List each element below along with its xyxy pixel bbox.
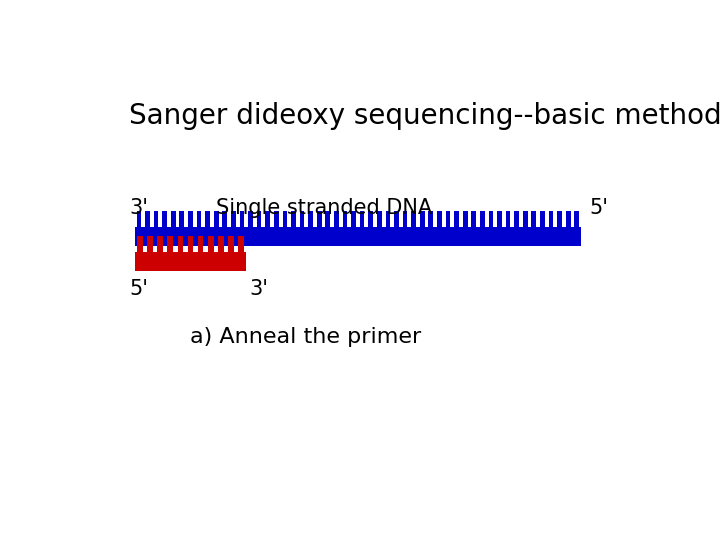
Bar (566, 211, 570, 227)
Bar (154, 211, 158, 227)
Bar (179, 211, 184, 227)
Bar (385, 211, 390, 227)
Text: Single stranded DNA: Single stranded DNA (216, 198, 433, 218)
Bar (369, 211, 373, 227)
Bar (167, 236, 173, 252)
Text: Sanger dideoxy sequencing--basic method: Sanger dideoxy sequencing--basic method (129, 102, 720, 130)
Bar (240, 211, 244, 227)
Bar (549, 211, 554, 227)
Bar (402, 211, 408, 227)
Bar (437, 211, 442, 227)
Bar (531, 211, 536, 227)
Bar (334, 211, 338, 227)
Bar (497, 211, 502, 227)
Bar (171, 211, 176, 227)
Bar (411, 211, 416, 227)
Bar (317, 211, 322, 227)
Bar (266, 211, 270, 227)
Bar (360, 211, 364, 227)
Bar (300, 211, 305, 227)
Bar (137, 236, 143, 252)
Bar (274, 211, 279, 227)
Bar (147, 236, 153, 252)
Bar (420, 211, 425, 227)
Bar (514, 211, 519, 227)
Bar (135, 252, 246, 271)
Text: 5': 5' (129, 279, 148, 299)
Bar (557, 211, 562, 227)
Bar (377, 211, 382, 227)
Bar (222, 211, 227, 227)
Bar (188, 211, 193, 227)
Bar (428, 211, 433, 227)
Bar (218, 236, 224, 252)
Bar (145, 211, 150, 227)
Text: a) Anneal the primer: a) Anneal the primer (190, 327, 422, 347)
Bar (489, 211, 493, 227)
Bar (454, 211, 459, 227)
Bar (282, 211, 287, 227)
Text: 3': 3' (129, 198, 148, 218)
Bar (178, 236, 183, 252)
Bar (446, 211, 450, 227)
Bar (137, 211, 141, 227)
Bar (480, 211, 485, 227)
Bar (291, 211, 296, 227)
Bar (472, 211, 476, 227)
Bar (205, 211, 210, 227)
Bar (198, 236, 203, 252)
Bar (248, 211, 253, 227)
Bar (228, 236, 234, 252)
Bar (505, 211, 510, 227)
Bar (325, 211, 330, 227)
Bar (394, 211, 399, 227)
Text: 5': 5' (590, 198, 608, 218)
Bar (162, 211, 167, 227)
Bar (208, 236, 214, 252)
Bar (575, 211, 579, 227)
Bar (238, 236, 244, 252)
Bar (308, 211, 313, 227)
Bar (197, 211, 202, 227)
Bar (540, 211, 545, 227)
Bar (231, 211, 235, 227)
Bar (343, 211, 347, 227)
Bar (351, 211, 356, 227)
Bar (214, 211, 219, 227)
Bar (135, 227, 581, 246)
Bar (523, 211, 528, 227)
Bar (257, 211, 261, 227)
Bar (188, 236, 193, 252)
Bar (157, 236, 163, 252)
Bar (463, 211, 467, 227)
Text: 3': 3' (249, 279, 268, 299)
